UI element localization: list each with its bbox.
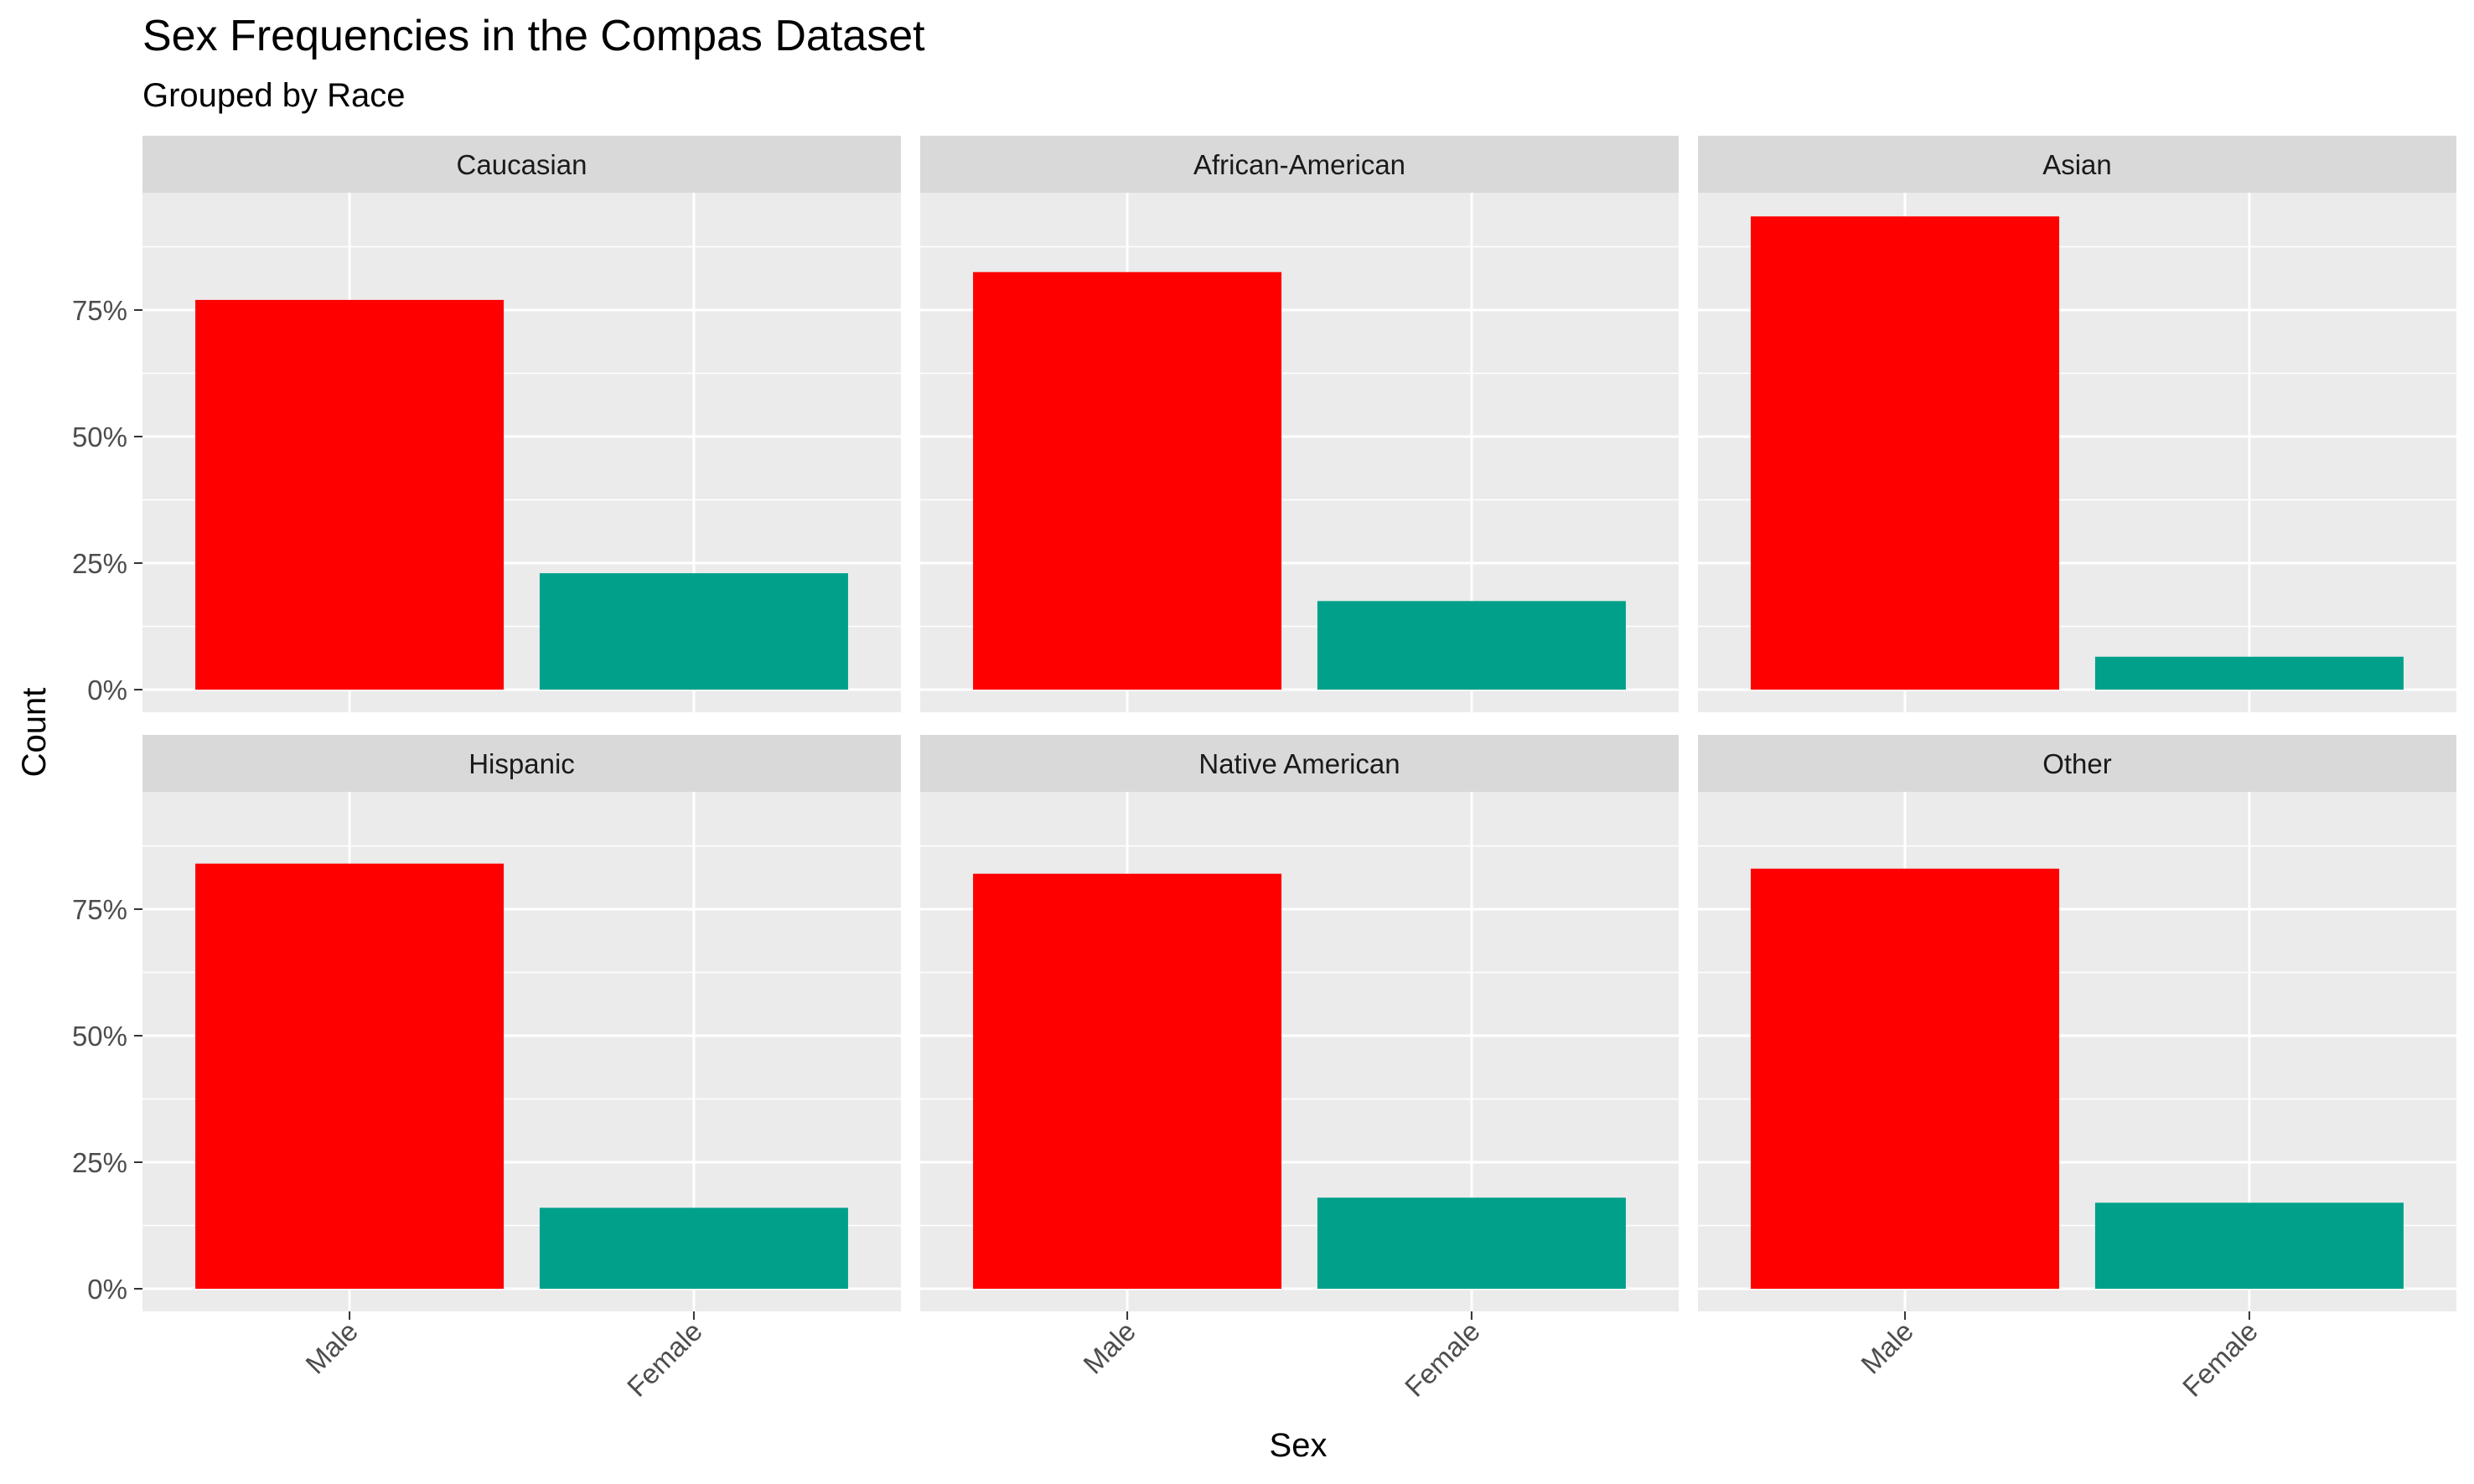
y-tick-label: 75% bbox=[72, 295, 127, 326]
chart-title: Sex Frequencies in the Compas Dataset bbox=[142, 12, 925, 60]
facet-strip bbox=[920, 136, 1679, 193]
x-tick-label: Male bbox=[1855, 1316, 1919, 1380]
bar-male bbox=[1751, 216, 2060, 690]
facet-panel: Other Male Female bbox=[1698, 735, 2456, 1403]
facet-strip bbox=[142, 136, 901, 193]
y-axis-title: Count bbox=[16, 688, 53, 778]
facet-panel: Native American Male Female bbox=[920, 735, 1679, 1403]
facet-strip bbox=[920, 735, 1679, 792]
x-axis-title: Sex bbox=[1270, 1427, 1328, 1464]
facet-panel: Hispanic 0% 25% 50% 75% Male Female bbox=[72, 735, 901, 1403]
facet-strip bbox=[1698, 136, 2456, 193]
facet-strip bbox=[1698, 735, 2456, 792]
bar-female bbox=[539, 573, 848, 690]
y-tick-label: 25% bbox=[72, 548, 127, 579]
y-tick-label: 50% bbox=[72, 421, 127, 452]
y-tick-label: 0% bbox=[87, 1274, 127, 1305]
bar-female bbox=[1317, 1197, 1626, 1289]
facet-strip-label: Caucasian bbox=[457, 149, 587, 180]
facet-panels: Caucasian 0% 25% 50% 75% African-American Asia… bbox=[72, 136, 2456, 1403]
facet-strip-label: Native American bbox=[1198, 748, 1400, 779]
x-tick-label: Female bbox=[2176, 1316, 2264, 1403]
y-tick-label: 75% bbox=[72, 894, 127, 925]
chart-subtitle: Grouped by Race bbox=[142, 77, 406, 114]
y-tick-label: 0% bbox=[87, 675, 127, 706]
bar-female bbox=[1317, 601, 1626, 690]
bar-male bbox=[973, 271, 1282, 690]
bar-male bbox=[1751, 868, 2060, 1289]
facet-strip bbox=[142, 735, 901, 792]
bar-female bbox=[539, 1207, 848, 1289]
facet-panel: Asian bbox=[1698, 136, 2456, 712]
bar-female bbox=[2094, 656, 2404, 690]
x-tick-label: Female bbox=[621, 1316, 708, 1403]
facet-panel: Caucasian 0% 25% 50% 75% bbox=[72, 136, 901, 712]
bar-male bbox=[195, 299, 505, 690]
x-tick-label: Male bbox=[299, 1316, 364, 1380]
facet-strip-label: Hispanic bbox=[468, 748, 575, 779]
facet-panel: African-American bbox=[920, 136, 1679, 712]
facet-strip-label: Asian bbox=[2042, 149, 2112, 180]
facet-strip-label: African-American bbox=[1193, 149, 1405, 180]
bar-male bbox=[973, 873, 1282, 1289]
facet-strip-label: Other bbox=[2042, 748, 2112, 779]
y-tick-label: 50% bbox=[72, 1021, 127, 1052]
x-tick-label: Female bbox=[1399, 1316, 1486, 1403]
bar-male bbox=[195, 863, 505, 1289]
x-tick-label: Male bbox=[1077, 1316, 1141, 1380]
y-tick-label: 25% bbox=[72, 1147, 127, 1178]
bar-female bbox=[2094, 1202, 2404, 1289]
